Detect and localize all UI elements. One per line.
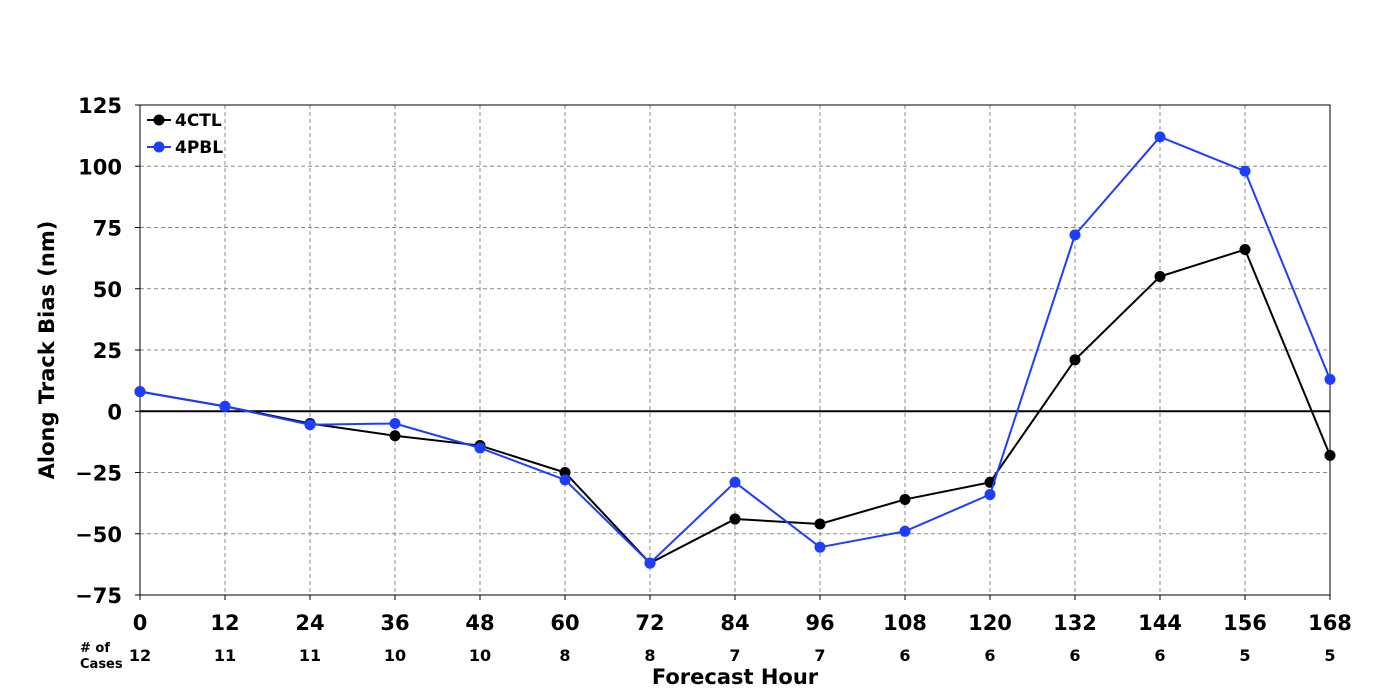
case-count-value: 6 (899, 646, 910, 665)
legend-label: 4PBL (175, 138, 223, 158)
x-axis-title: Forecast Hour (652, 665, 819, 689)
data-point (814, 518, 826, 530)
case-count-value: 7 (729, 646, 740, 665)
data-point (559, 474, 571, 486)
case-count-value: 10 (384, 646, 406, 665)
data-point (1324, 449, 1336, 461)
legend-label: 4CTL (175, 111, 222, 131)
x-tick-label: 144 (1138, 611, 1182, 635)
x-tick-label: 24 (295, 611, 324, 635)
data-point (304, 419, 316, 431)
data-point (1324, 373, 1336, 385)
legend-item-4ctl: 4CTL (147, 111, 222, 131)
y-tick-label: 125 (78, 94, 122, 118)
x-tick-label: 12 (210, 611, 239, 635)
x-tick-label: 48 (465, 611, 494, 635)
x-tick-label: 156 (1223, 611, 1267, 635)
data-point (1239, 165, 1251, 177)
case-count-value: 5 (1239, 646, 1250, 665)
data-point (389, 418, 401, 429)
y-tick-label: 75 (93, 217, 122, 241)
legend: 4CTL 4PBL (147, 111, 223, 158)
case-count-value: 6 (1154, 646, 1165, 665)
data-point (1154, 131, 1166, 143)
y-tick-label: 100 (78, 155, 122, 179)
case-count-value: 11 (214, 646, 236, 665)
x-tick-label: 84 (720, 611, 749, 635)
data-point (899, 493, 911, 505)
y-tick-label: 0 (107, 400, 122, 424)
y-tick-label: −50 (75, 523, 122, 547)
data-point (1239, 244, 1251, 256)
data-point (814, 541, 826, 553)
x-tick-label: 96 (805, 611, 834, 635)
data-point (729, 513, 741, 525)
case-count-value: 10 (469, 646, 491, 665)
y-axis-ticks: 125 100 75 50 25 0 −25 −50 −75 (75, 94, 140, 608)
x-tick-label: 120 (968, 611, 1012, 635)
x-axis-ticks: 0 12 24 36 48 60 72 84 96 108 120 132 144 156 168 (133, 595, 1352, 635)
case-count-value: 5 (1324, 646, 1335, 665)
case-count-value: 6 (984, 646, 995, 665)
data-point (899, 525, 911, 537)
legend-item-4pbl: 4PBL (147, 138, 223, 158)
data-point (1069, 229, 1081, 241)
series-4pbl (134, 131, 1336, 569)
case-count-value: 11 (299, 646, 321, 665)
data-point (474, 442, 486, 454)
case-count-row: # of Cases 12 11 11 10 10 8 8 7 7 6 6 6 6 5 5 (80, 641, 1336, 672)
data-point (389, 430, 401, 442)
x-tick-label: 168 (1308, 611, 1352, 635)
legend-marker (153, 114, 165, 126)
data-point (729, 476, 741, 488)
x-tick-label: 72 (635, 611, 664, 635)
x-tick-label: 108 (883, 611, 927, 635)
legend-marker (153, 141, 165, 153)
cases-label-line2: Cases (80, 657, 123, 672)
case-count-value: 6 (1069, 646, 1080, 665)
case-count-value: 8 (559, 646, 570, 665)
data-point (984, 489, 996, 501)
data-point (1154, 271, 1166, 282)
y-tick-label: −75 (75, 584, 122, 608)
cases-label-line1: # of (80, 641, 110, 656)
case-count-value: 7 (814, 646, 825, 665)
y-tick-label: 50 (93, 278, 122, 302)
y-tick-label: 25 (93, 339, 122, 363)
x-tick-label: 36 (380, 611, 409, 635)
y-axis-title: Along Track Bias (nm) (35, 221, 59, 480)
data-point (219, 400, 231, 412)
case-count-value: 8 (644, 646, 655, 665)
x-tick-label: 60 (550, 611, 579, 635)
data-point (134, 386, 146, 398)
y-tick-label: −25 (75, 462, 122, 486)
data-point (1069, 354, 1081, 366)
series-lines (134, 131, 1336, 569)
case-count-value: 12 (129, 646, 151, 665)
x-tick-label: 0 (133, 611, 148, 635)
data-point (644, 557, 656, 569)
x-tick-label: 132 (1053, 611, 1097, 635)
